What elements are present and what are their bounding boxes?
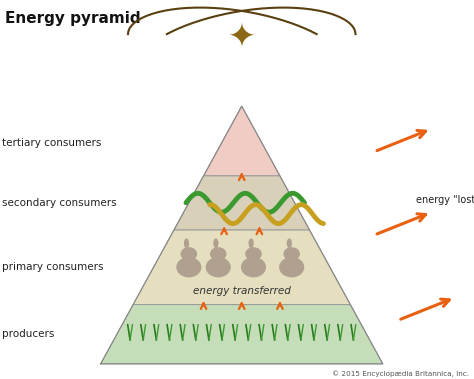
- Polygon shape: [100, 305, 383, 364]
- Text: energy "lost": energy "lost": [416, 195, 474, 205]
- Text: producers: producers: [2, 329, 55, 339]
- Circle shape: [177, 258, 201, 277]
- Ellipse shape: [214, 239, 218, 247]
- Circle shape: [242, 258, 265, 277]
- Circle shape: [246, 248, 261, 260]
- Text: tertiary consumers: tertiary consumers: [2, 138, 102, 149]
- Text: energy transferred: energy transferred: [193, 286, 291, 296]
- Polygon shape: [174, 176, 310, 230]
- Polygon shape: [133, 230, 350, 305]
- Circle shape: [284, 248, 299, 260]
- Text: secondary consumers: secondary consumers: [2, 198, 117, 208]
- Circle shape: [280, 258, 303, 277]
- Text: © 2015 Encyclopædia Britannica, Inc.: © 2015 Encyclopædia Britannica, Inc.: [332, 370, 469, 377]
- Ellipse shape: [287, 239, 291, 247]
- Circle shape: [210, 248, 226, 260]
- Text: Energy pyramid: Energy pyramid: [5, 11, 140, 27]
- Circle shape: [181, 248, 196, 260]
- Ellipse shape: [184, 239, 188, 247]
- Text: ✦: ✦: [228, 21, 256, 55]
- Ellipse shape: [249, 239, 253, 247]
- Text: primary consumers: primary consumers: [2, 262, 104, 272]
- Polygon shape: [204, 106, 280, 176]
- Circle shape: [206, 258, 230, 277]
